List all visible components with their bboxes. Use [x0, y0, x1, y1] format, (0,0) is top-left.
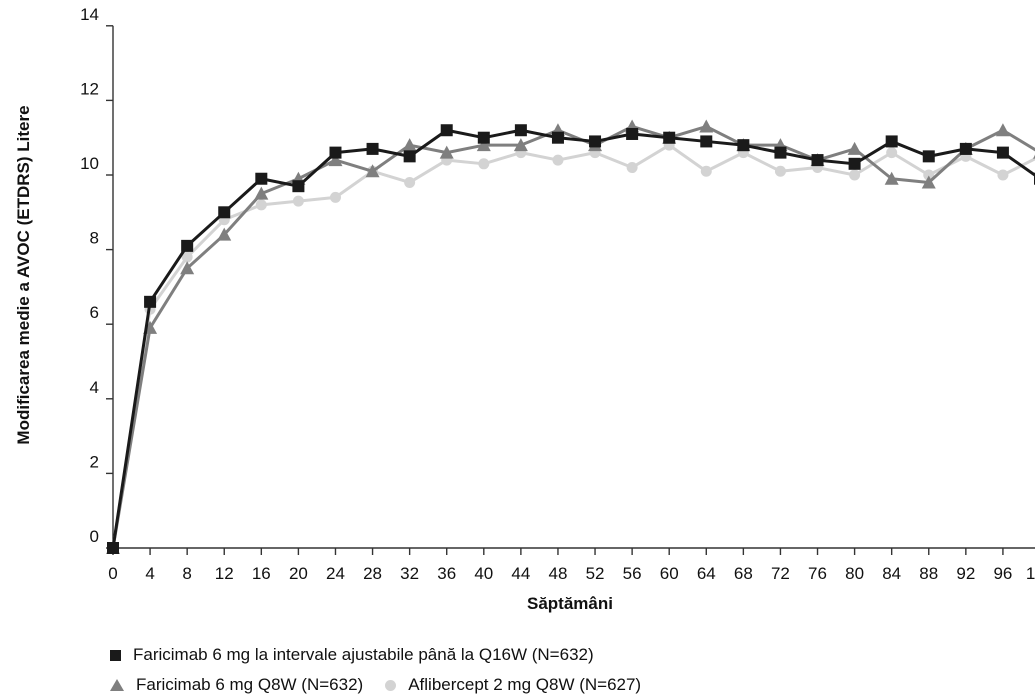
square-point-48: [552, 132, 564, 144]
triangle-point-80: [848, 142, 862, 155]
y-axis-title: Modificarea medie a AVOC (ETDRS) Litere: [14, 105, 33, 444]
legend-label-faricimab-q16w: Faricimab 6 mg la intervale ajustabile p…: [133, 640, 594, 670]
square-point-68: [737, 139, 749, 151]
x-tick-label-4: 4: [145, 564, 154, 583]
square-point-76: [812, 154, 824, 166]
x-tick-label-12: 12: [215, 564, 234, 583]
x-tick-label-100: 100: [1026, 564, 1035, 583]
legend-row-2: Faricimab 6 mg Q8W (N=632) Aflibercept 2…: [110, 670, 663, 700]
y-tick-label-14: 14: [80, 5, 99, 24]
square-point-12: [218, 206, 230, 218]
x-tick-label-20: 20: [289, 564, 308, 583]
square-point-64: [700, 135, 712, 147]
circle-point-20: [293, 196, 304, 207]
x-tick-label-72: 72: [771, 564, 790, 583]
square-marker-icon: [110, 650, 121, 661]
square-point-52: [589, 135, 601, 147]
x-tick-label-92: 92: [956, 564, 975, 583]
legend-label-faricimab-q8w: Faricimab 6 mg Q8W (N=632): [136, 670, 363, 700]
square-point-28: [367, 143, 379, 155]
x-tick-label-60: 60: [660, 564, 679, 583]
circle-point-84: [886, 147, 897, 158]
y-tick-label-8: 8: [90, 229, 99, 248]
circle-point-80: [849, 170, 860, 181]
x-tick-label-76: 76: [808, 564, 827, 583]
square-point-24: [329, 147, 341, 159]
triangle-marker-icon: [110, 679, 124, 691]
legend-label-aflibercept: Aflibercept 2 mg Q8W (N=627): [408, 670, 641, 700]
circle-point-32: [404, 177, 415, 188]
x-axis-title: Săptămâni: [527, 594, 613, 613]
x-tick-label-0: 0: [108, 564, 117, 583]
square-point-40: [478, 132, 490, 144]
circle-point-72: [775, 166, 786, 177]
x-tick-label-56: 56: [623, 564, 642, 583]
circle-point-16: [256, 199, 267, 210]
square-point-80: [849, 158, 861, 170]
legend: Faricimab 6 mg la intervale ajustabile p…: [110, 640, 663, 700]
square-point-32: [404, 150, 416, 162]
circle-point-96: [997, 170, 1008, 181]
x-tick-label-64: 64: [697, 564, 716, 583]
square-point-92: [960, 143, 972, 155]
x-tick-label-96: 96: [993, 564, 1012, 583]
y-tick-label-6: 6: [90, 303, 99, 322]
y-tick-label-2: 2: [90, 452, 99, 471]
x-tick-label-40: 40: [474, 564, 493, 583]
square-point-16: [255, 173, 267, 185]
x-tick-label-16: 16: [252, 564, 271, 583]
square-point-36: [441, 124, 453, 136]
circle-marker-icon: [385, 680, 396, 691]
legend-entry-faricimab-q8w: Faricimab 6 mg Q8W (N=632): [110, 670, 363, 700]
x-tick-label-84: 84: [882, 564, 901, 583]
y-tick-label-10: 10: [80, 154, 99, 173]
square-point-56: [626, 128, 638, 140]
x-tick-label-36: 36: [437, 564, 456, 583]
x-tick-label-88: 88: [919, 564, 938, 583]
x-tick-label-68: 68: [734, 564, 753, 583]
square-point-0: [107, 542, 119, 554]
x-tick-label-32: 32: [400, 564, 419, 583]
x-tick-label-8: 8: [182, 564, 191, 583]
square-point-44: [515, 124, 527, 136]
y-tick-label-12: 12: [80, 79, 99, 98]
circle-point-24: [330, 192, 341, 203]
circle-point-64: [701, 166, 712, 177]
triangle-point-96: [996, 123, 1010, 136]
square-point-60: [663, 132, 675, 144]
square-point-20: [292, 180, 304, 192]
square-point-72: [774, 147, 786, 159]
square-point-8: [181, 240, 193, 252]
square-point-4: [144, 296, 156, 308]
legend-entry-faricimab-q16w: Faricimab 6 mg la intervale ajustabile p…: [110, 640, 594, 670]
square-point-96: [997, 147, 1009, 159]
square-point-88: [923, 150, 935, 162]
x-tick-label-80: 80: [845, 564, 864, 583]
legend-row-1: Faricimab 6 mg la intervale ajustabile p…: [110, 640, 663, 670]
series-line-square: [113, 130, 1035, 548]
circle-point-48: [552, 155, 563, 166]
y-tick-label-4: 4: [90, 378, 99, 397]
y-tick-label-0: 0: [90, 527, 99, 546]
x-tick-label-52: 52: [586, 564, 605, 583]
circle-point-56: [627, 162, 638, 173]
x-tick-label-24: 24: [326, 564, 345, 583]
triangle-point-64: [699, 120, 713, 133]
x-tick-label-44: 44: [511, 564, 530, 583]
x-tick-label-28: 28: [363, 564, 382, 583]
x-tick-label-48: 48: [548, 564, 567, 583]
legend-entry-aflibercept: Aflibercept 2 mg Q8W (N=627): [385, 670, 641, 700]
square-point-84: [886, 135, 898, 147]
circle-point-40: [478, 158, 489, 169]
